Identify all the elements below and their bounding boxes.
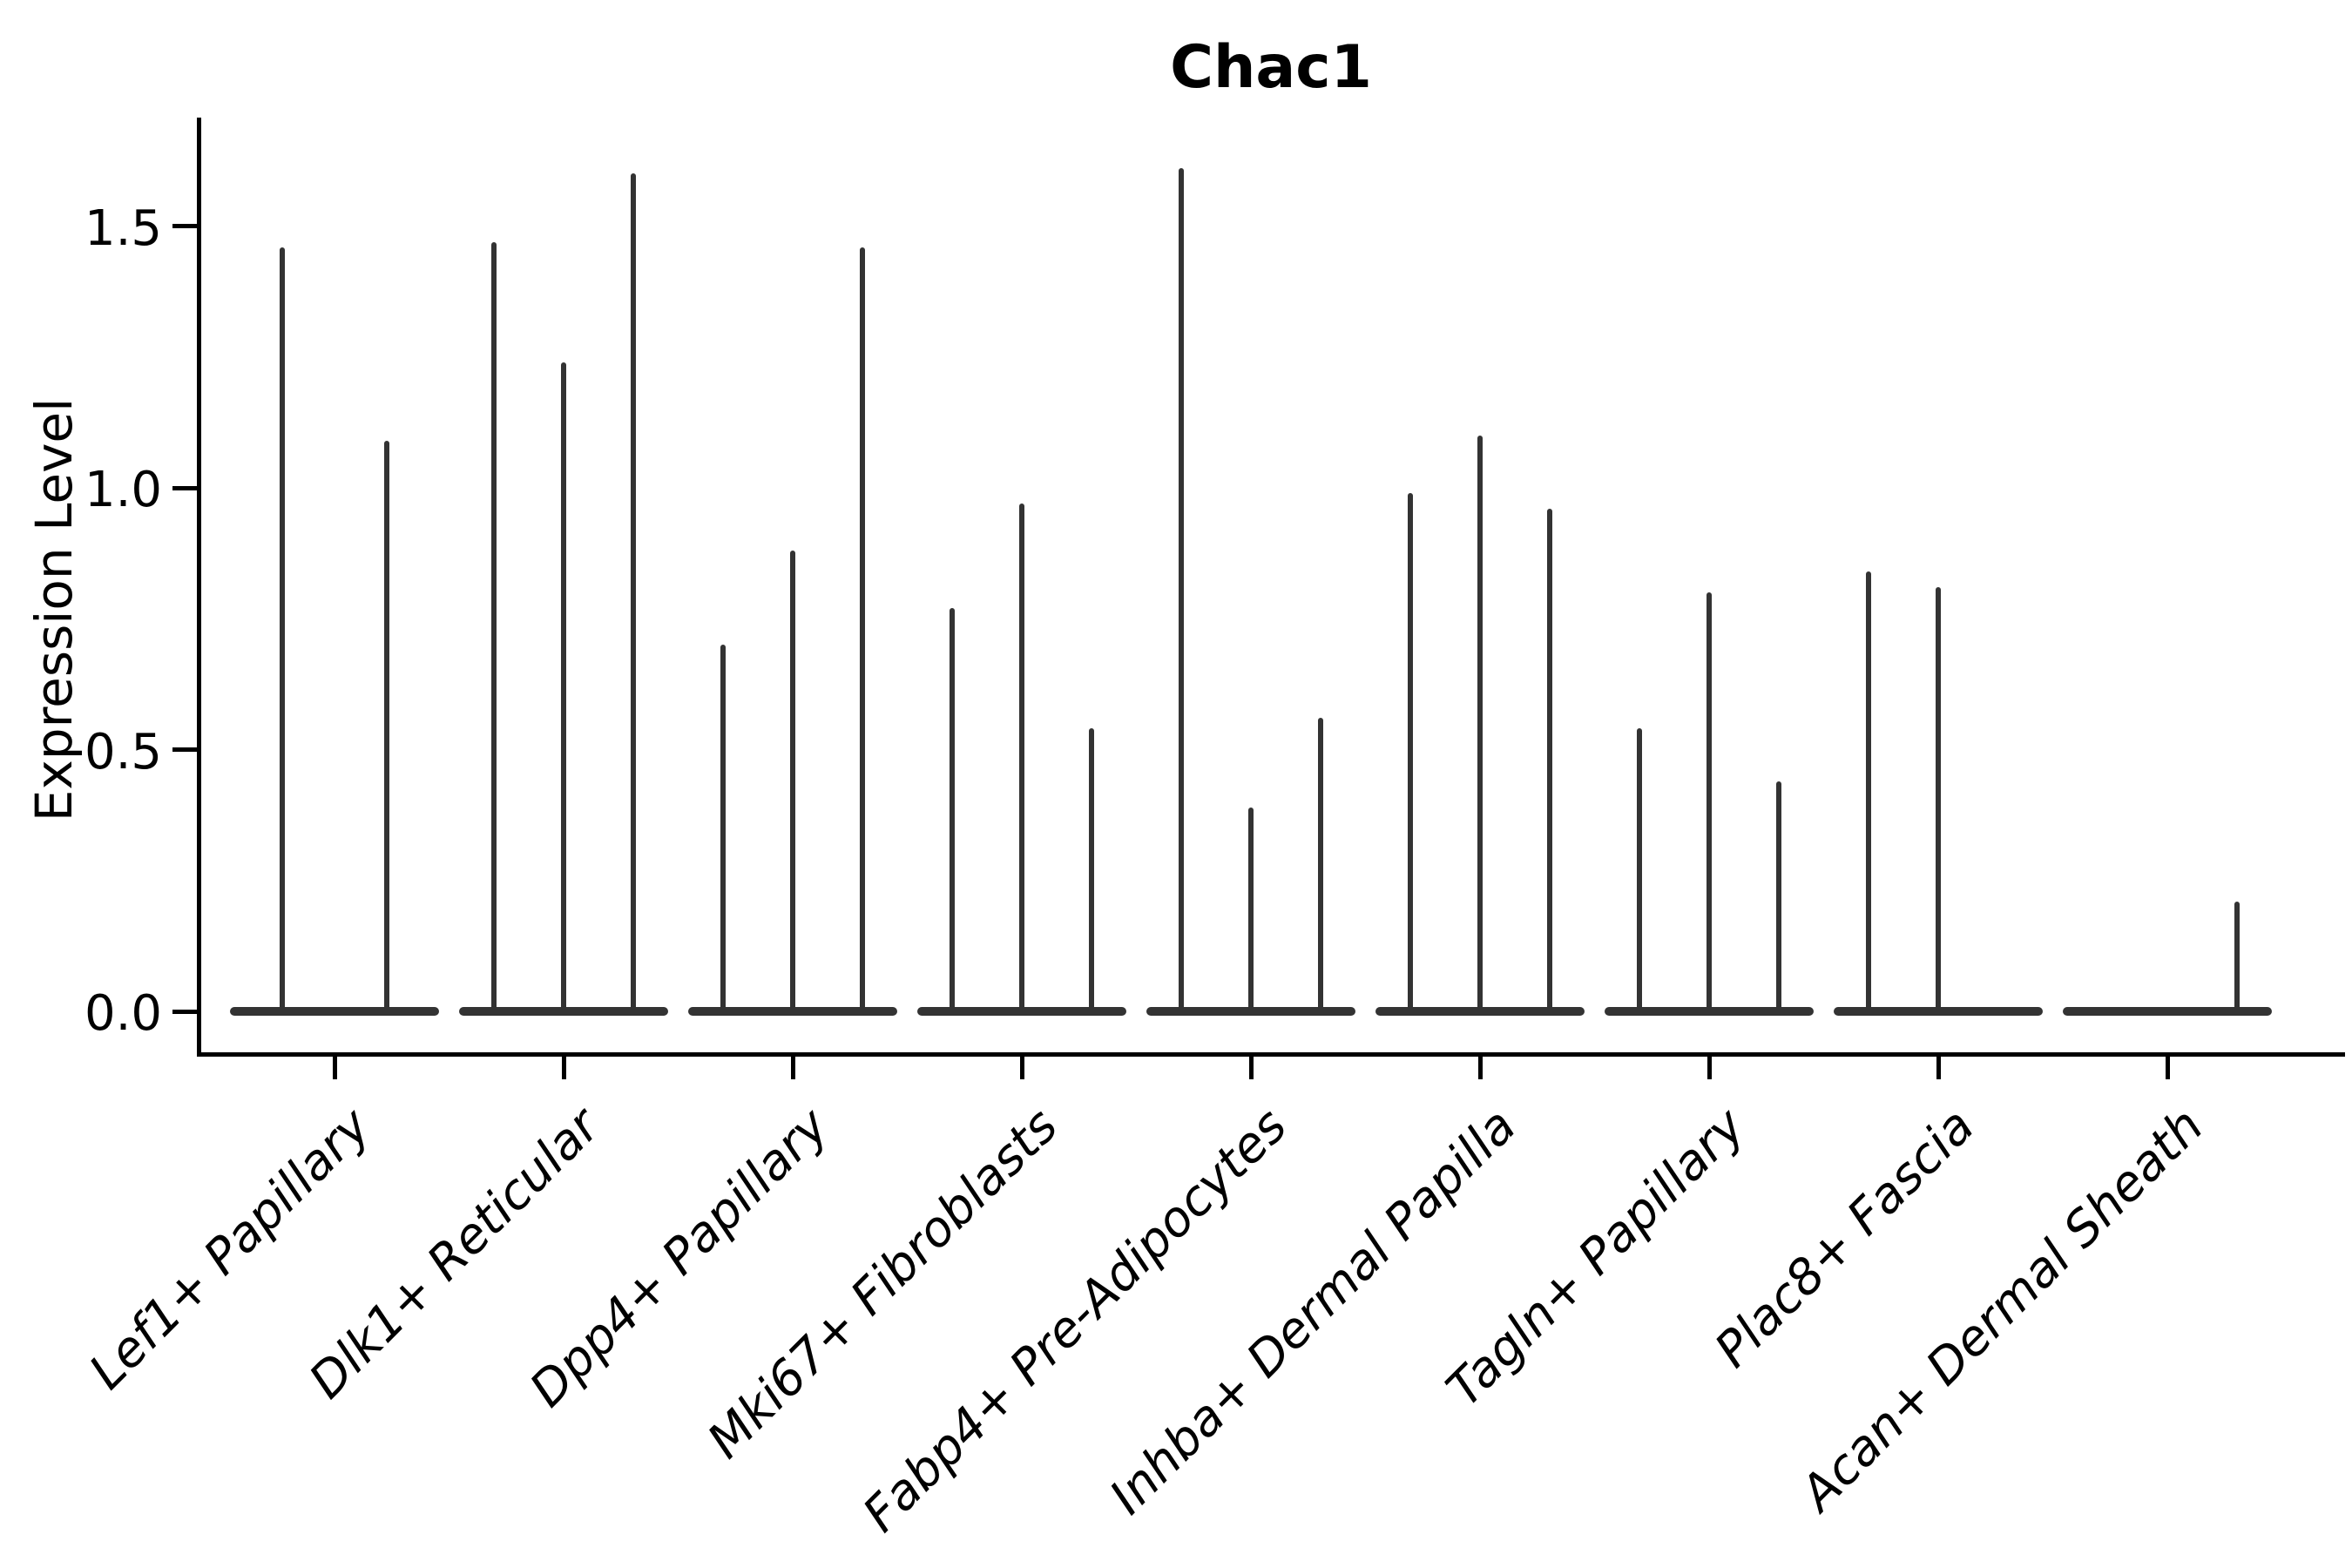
violin-spike xyxy=(950,608,955,1011)
violin-spike xyxy=(631,173,636,1011)
violin-baseline xyxy=(1146,1007,1355,1016)
x-tick-label: Fabp4+ Pre-Adipocytes xyxy=(852,1098,1298,1544)
y-tick-label: 0.0 xyxy=(84,985,162,1042)
violin-spike xyxy=(1179,168,1184,1011)
violin-baseline xyxy=(230,1007,439,1016)
violin-spike xyxy=(860,247,865,1011)
violin-baseline xyxy=(2063,1007,2272,1016)
violin-baseline xyxy=(688,1007,897,1016)
x-tick-mark xyxy=(1936,1055,1941,1079)
violin-spike xyxy=(1019,504,1024,1011)
violin-spike xyxy=(1547,509,1552,1011)
x-tick-mark xyxy=(2165,1055,2170,1079)
violin-spike xyxy=(790,551,795,1011)
violin-spike xyxy=(491,241,497,1011)
x-tick-mark xyxy=(332,1055,337,1079)
violin-spike xyxy=(1477,435,1483,1011)
y-tick-mark xyxy=(172,485,197,490)
y-tick-label: 0.5 xyxy=(84,723,162,781)
violin-baseline xyxy=(459,1007,668,1016)
y-tick-mark xyxy=(172,1009,197,1014)
violin-spike xyxy=(1089,728,1094,1011)
x-tick-mark xyxy=(1707,1055,1712,1079)
x-tick-mark xyxy=(561,1055,566,1079)
violin-spike xyxy=(1936,587,1941,1011)
chart-title: Chac1 xyxy=(1170,33,1372,102)
violin-spike xyxy=(384,440,389,1011)
violin-spike xyxy=(280,247,285,1011)
violin-spike xyxy=(1408,493,1413,1011)
y-tick-mark xyxy=(172,747,197,752)
x-axis-spine xyxy=(197,1052,2345,1057)
violin-spike xyxy=(2234,901,2240,1011)
x-tick-mark xyxy=(1019,1055,1024,1079)
violin-baseline xyxy=(1605,1007,1814,1016)
violin-spike xyxy=(1707,592,1712,1011)
violin-spike xyxy=(720,645,726,1011)
violin-spike xyxy=(1318,718,1323,1011)
x-tick-label: Acan+ Dermal Sheath xyxy=(1789,1098,2214,1522)
violin-baseline xyxy=(1834,1007,2043,1016)
x-tick-mark xyxy=(1477,1055,1483,1079)
x-tick-mark xyxy=(1248,1055,1254,1079)
y-axis-spine xyxy=(197,118,201,1057)
y-tick-label: 1.5 xyxy=(84,199,162,257)
violin-spike xyxy=(1248,807,1254,1011)
violin-spike xyxy=(561,362,566,1011)
violin-baseline xyxy=(1375,1007,1585,1016)
x-tick-label: Inhba+ Dermal Papilla xyxy=(1098,1098,1527,1526)
violin-spike xyxy=(1776,781,1781,1011)
y-tick-label: 1.0 xyxy=(84,462,162,518)
x-tick-mark xyxy=(790,1055,795,1079)
violin-spike xyxy=(1866,571,1871,1011)
violin-baseline xyxy=(917,1007,1126,1016)
y-tick-mark xyxy=(172,224,197,228)
violin-spike xyxy=(1637,728,1642,1011)
